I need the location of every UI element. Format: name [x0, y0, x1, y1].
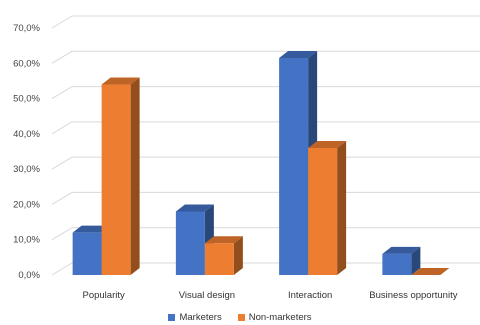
legend-item-marketers: Marketers: [168, 312, 222, 323]
gridline: [51, 121, 480, 135]
x-category-label: Popularity: [83, 290, 125, 301]
y-tick-label: 20,0%: [13, 199, 40, 210]
x-category-label: Business opportunity: [369, 290, 457, 301]
gridline: [51, 15, 480, 29]
y-tick-label: 70,0%: [13, 23, 40, 34]
legend-label-marketers: Marketers: [179, 312, 222, 323]
bar-non-marketers-1: [204, 236, 243, 275]
y-tick-label: 60,0%: [13, 58, 40, 69]
y-tick-label: 40,0%: [13, 129, 40, 140]
bar-non-marketers-0: [101, 77, 140, 275]
gridline: [51, 50, 480, 64]
y-tick-label: 30,0%: [13, 164, 40, 175]
gridline: [51, 86, 480, 100]
legend-item-non-marketers: Non-marketers: [237, 312, 312, 323]
legend-swatch-marketers: [168, 314, 176, 321]
y-tick-label: 50,0%: [13, 94, 40, 105]
bars-layer: [72, 50, 450, 275]
x-category-label: Visual design: [179, 290, 235, 301]
gridline: [51, 262, 480, 276]
bar-marketers-3: [382, 246, 421, 275]
bar-non-marketers-3: [411, 268, 450, 275]
legend-label-non-marketers: Non-marketers: [248, 312, 312, 323]
legend-swatch-non-marketers: [237, 314, 245, 321]
y-tick-label: 0,0%: [18, 270, 40, 281]
grid-layer: [51, 15, 480, 276]
bar-non-marketers-2: [308, 140, 347, 275]
gridline: [51, 191, 480, 205]
x-axis-labels: Popularity Visual design Interaction Busine…: [83, 290, 458, 301]
legend: Marketers Non-marketers: [0, 312, 480, 323]
gridline: [51, 156, 480, 170]
y-tick-label: 10,0%: [13, 235, 40, 246]
x-category-label: Interaction: [288, 290, 332, 301]
y-axis-labels: 0,0% 10,0% 20,0% 30,0% 40,0% 50,0% 60,0% 70,0%: [13, 23, 40, 281]
gridline: [51, 227, 480, 241]
